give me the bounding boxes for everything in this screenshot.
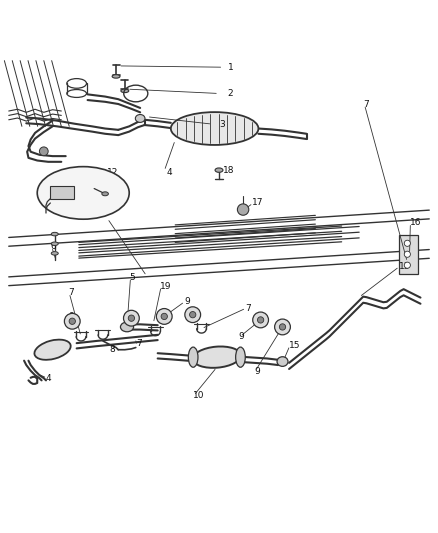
Circle shape	[128, 315, 134, 321]
Ellipse shape	[135, 115, 145, 123]
Ellipse shape	[277, 357, 288, 366]
Text: 17: 17	[252, 198, 263, 207]
Text: 10: 10	[193, 391, 204, 400]
Circle shape	[404, 251, 410, 257]
Ellipse shape	[112, 75, 120, 78]
Circle shape	[404, 262, 410, 268]
Bar	[399, 235, 418, 274]
Circle shape	[253, 312, 268, 328]
Ellipse shape	[171, 112, 258, 145]
Circle shape	[39, 147, 48, 156]
Text: 7: 7	[136, 338, 141, 348]
Text: 11: 11	[68, 181, 79, 190]
Text: 9: 9	[254, 367, 260, 376]
Text: 1: 1	[228, 63, 233, 72]
Circle shape	[161, 313, 167, 320]
Circle shape	[69, 318, 75, 325]
Text: 18: 18	[223, 166, 235, 175]
Text: 19: 19	[160, 282, 171, 290]
Ellipse shape	[102, 192, 108, 196]
Bar	[50, 187, 74, 199]
Ellipse shape	[121, 89, 129, 93]
Text: 9: 9	[239, 332, 244, 341]
Text: 5: 5	[129, 273, 135, 282]
Circle shape	[279, 324, 286, 330]
Text: 3: 3	[219, 119, 225, 128]
Ellipse shape	[37, 167, 129, 219]
Circle shape	[190, 311, 196, 318]
Ellipse shape	[120, 322, 134, 332]
Text: 2: 2	[228, 89, 233, 98]
Circle shape	[124, 310, 139, 326]
Text: 7: 7	[364, 100, 369, 109]
Text: 4: 4	[46, 374, 52, 383]
Text: 4: 4	[166, 168, 172, 177]
Text: 9: 9	[184, 297, 190, 306]
Text: 13: 13	[399, 262, 410, 271]
Circle shape	[237, 204, 249, 215]
Text: 15: 15	[289, 341, 300, 350]
Circle shape	[404, 240, 410, 246]
Text: 6: 6	[50, 243, 56, 251]
Circle shape	[64, 313, 80, 329]
Ellipse shape	[215, 168, 223, 172]
Text: 12: 12	[107, 168, 119, 177]
Text: 9: 9	[68, 312, 74, 321]
Ellipse shape	[51, 242, 58, 246]
Ellipse shape	[35, 340, 71, 360]
Circle shape	[185, 307, 201, 322]
Text: 8: 8	[110, 345, 115, 354]
Ellipse shape	[193, 346, 241, 368]
Ellipse shape	[236, 347, 245, 367]
Circle shape	[156, 309, 172, 324]
Ellipse shape	[51, 232, 58, 236]
Circle shape	[258, 317, 264, 323]
Text: 7: 7	[245, 304, 251, 313]
Circle shape	[275, 319, 290, 335]
Ellipse shape	[188, 347, 198, 367]
Ellipse shape	[51, 252, 58, 255]
Text: 16: 16	[410, 218, 421, 227]
Text: 7: 7	[68, 288, 74, 297]
